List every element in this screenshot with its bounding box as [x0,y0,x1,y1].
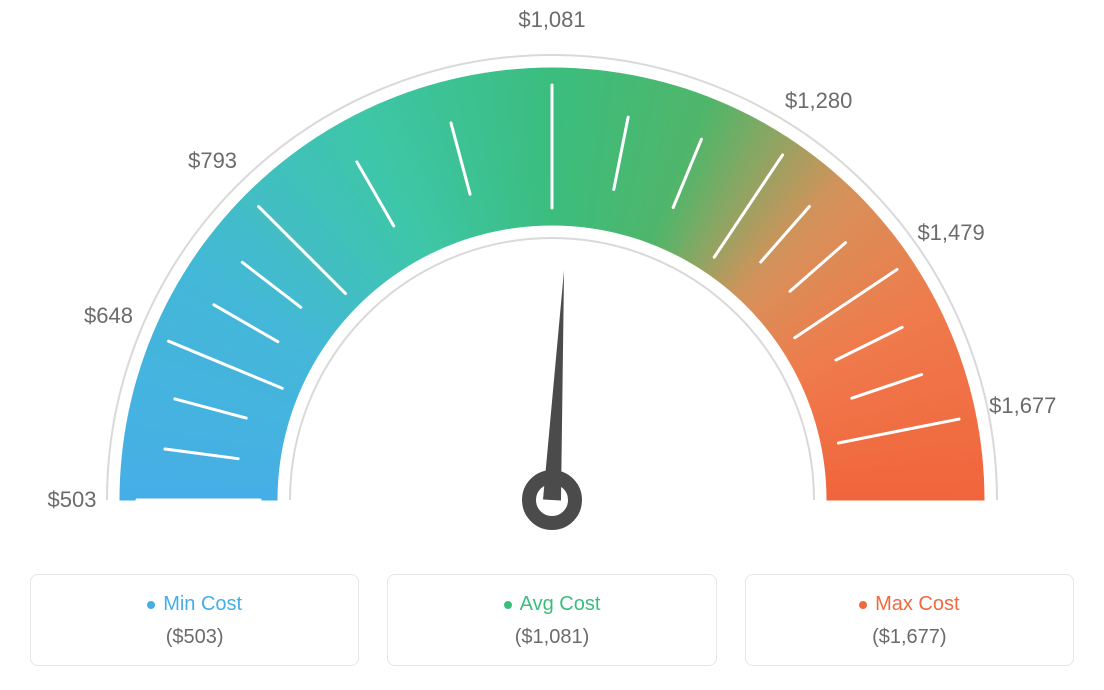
legend-card-min: Min Cost ($503) [30,574,359,666]
gauge-tick-label: $1,479 [917,220,984,246]
legend-value-min: ($503) [41,626,348,649]
legend-value-avg: ($1,081) [398,626,705,649]
legend-card-max: Max Cost ($1,677) [745,574,1074,666]
gauge-tick-label: $1,081 [518,7,585,33]
legend-title-avg: Avg Cost [504,593,601,616]
gauge-tick-label: $793 [188,148,237,174]
legend-title-max: Max Cost [859,593,959,616]
gauge-chart: $503 $648 $793 $1,081 $1,280 $1,479 $1,677 [0,0,1104,560]
legend-label: Max Cost [875,593,959,616]
gauge-tick-label: $503 [48,487,97,513]
legend-label: Avg Cost [520,593,601,616]
dot-icon [147,601,155,609]
gauge-svg [0,0,1104,560]
legend-value-max: ($1,677) [756,626,1063,649]
legend-card-avg: Avg Cost ($1,081) [387,574,716,666]
legend-title-min: Min Cost [147,593,242,616]
dot-icon [859,601,867,609]
gauge-tick-label: $1,280 [785,88,852,114]
gauge-tick-label: $648 [84,303,133,329]
gauge-tick-label: $1,677 [989,393,1056,419]
legend: Min Cost ($503) Avg Cost ($1,081) Max Co… [0,574,1104,666]
legend-label: Min Cost [163,593,242,616]
dot-icon [504,601,512,609]
